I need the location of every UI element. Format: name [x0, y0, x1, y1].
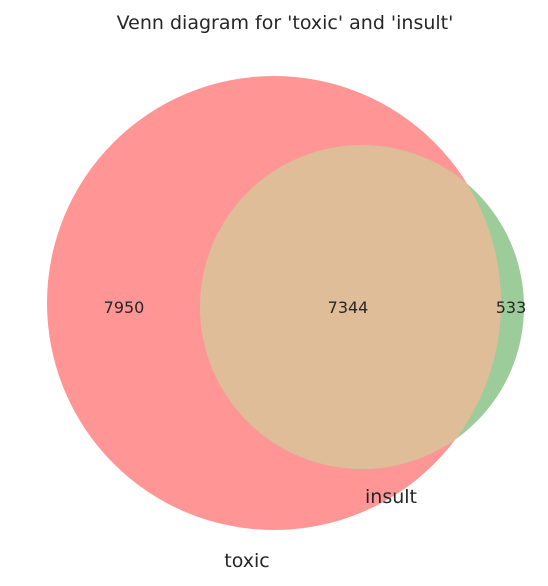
- toxic-set-label: toxic: [224, 550, 269, 572]
- overlap-count: 7344: [328, 298, 369, 317]
- insult-set-label: insult: [365, 486, 417, 508]
- insult-only-count: 533: [496, 298, 527, 317]
- overlap-region: [200, 145, 501, 469]
- toxic-only-count: 7950: [104, 298, 145, 317]
- chart-title: Venn diagram for 'toxic' and 'insult': [117, 12, 454, 34]
